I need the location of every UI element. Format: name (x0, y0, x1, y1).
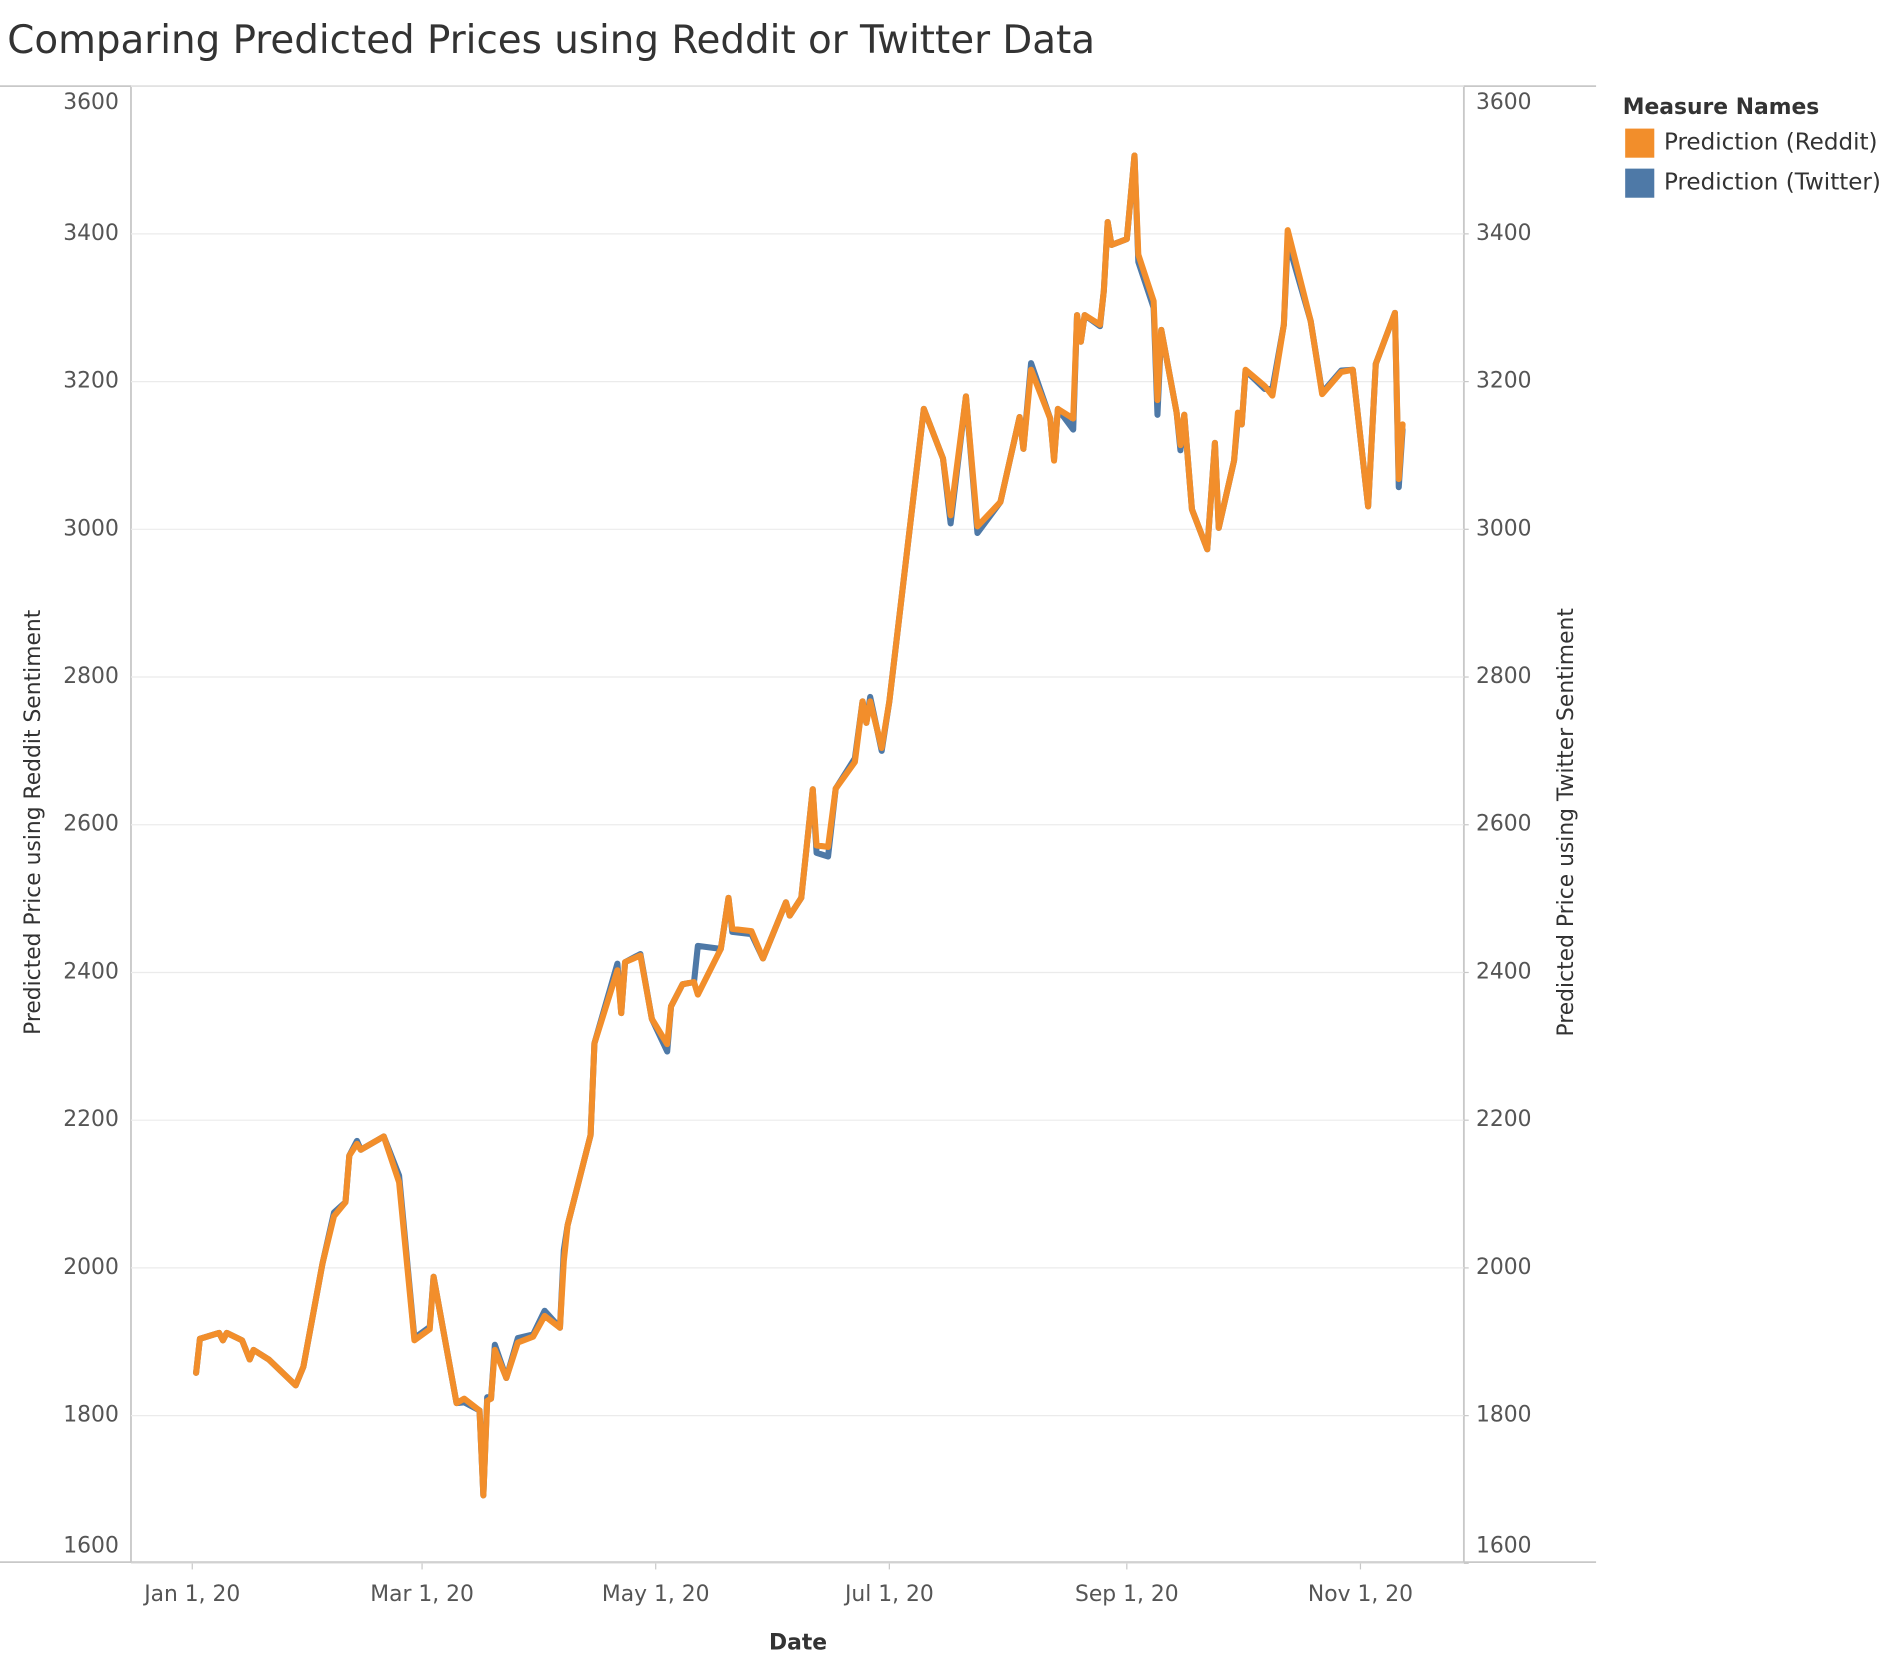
y-tick-label: 2200 (63, 1107, 119, 1132)
x-tick-label: Jul 1, 20 (843, 1582, 934, 1607)
y2-tick-label: 1600 (1476, 1533, 1532, 1558)
y2-tick-label: 3600 (1476, 90, 1532, 115)
y-tick-label: 3000 (63, 516, 119, 541)
y2-tick-label: 2400 (1476, 959, 1532, 984)
y-tick-label: 3200 (63, 369, 119, 394)
y-tick-label: 2400 (63, 959, 119, 984)
y-tick-label: 2600 (63, 812, 119, 837)
x-tick-label: Sep 1, 20 (1075, 1582, 1179, 1607)
chart-title: Comparing Predicted Prices using Reddit … (7, 18, 1095, 63)
y-tick-label: 3400 (63, 221, 119, 246)
x-tick-label: May 1, 20 (602, 1582, 710, 1607)
y2-tick-label: 2600 (1476, 812, 1532, 837)
y2-tick-label: 1800 (1476, 1403, 1532, 1428)
y2-axis-title: Predicted Price using Twitter Sentiment (1554, 608, 1579, 1037)
x-tick-label: Jan 1, 20 (142, 1582, 240, 1607)
y-tick-label: 3600 (63, 90, 119, 115)
legend-label: Prediction (Twitter) (1664, 170, 1881, 196)
y-axis-title: Predicted Price using Reddit Sentiment (21, 609, 46, 1035)
y-tick-label: 1800 (63, 1403, 119, 1428)
y2-tick-label: 3400 (1476, 221, 1532, 246)
legend-title: Measure Names (1623, 95, 1820, 120)
legend-swatch (1625, 128, 1655, 158)
y2-tick-label: 2800 (1476, 664, 1532, 689)
legend-label: Prediction (Reddit) (1664, 130, 1878, 156)
y-tick-label: 2800 (63, 664, 119, 689)
y2-tick-label: 2200 (1476, 1107, 1532, 1132)
legend-swatch (1625, 168, 1655, 198)
y2-tick-label: 2000 (1476, 1255, 1532, 1280)
x-tick-label: Nov 1, 20 (1308, 1582, 1413, 1607)
y-tick-label: 1600 (63, 1533, 119, 1558)
x-tick-label: Mar 1, 20 (370, 1582, 474, 1607)
x-axis-title: Date (769, 1630, 827, 1655)
series-line (193, 152, 1406, 1499)
y2-tick-label: 3000 (1476, 516, 1532, 541)
series-line (193, 152, 1406, 1499)
y2-tick-label: 3200 (1476, 369, 1532, 394)
grid (130, 85, 1464, 1564)
y-tick-label: 2000 (63, 1255, 119, 1280)
